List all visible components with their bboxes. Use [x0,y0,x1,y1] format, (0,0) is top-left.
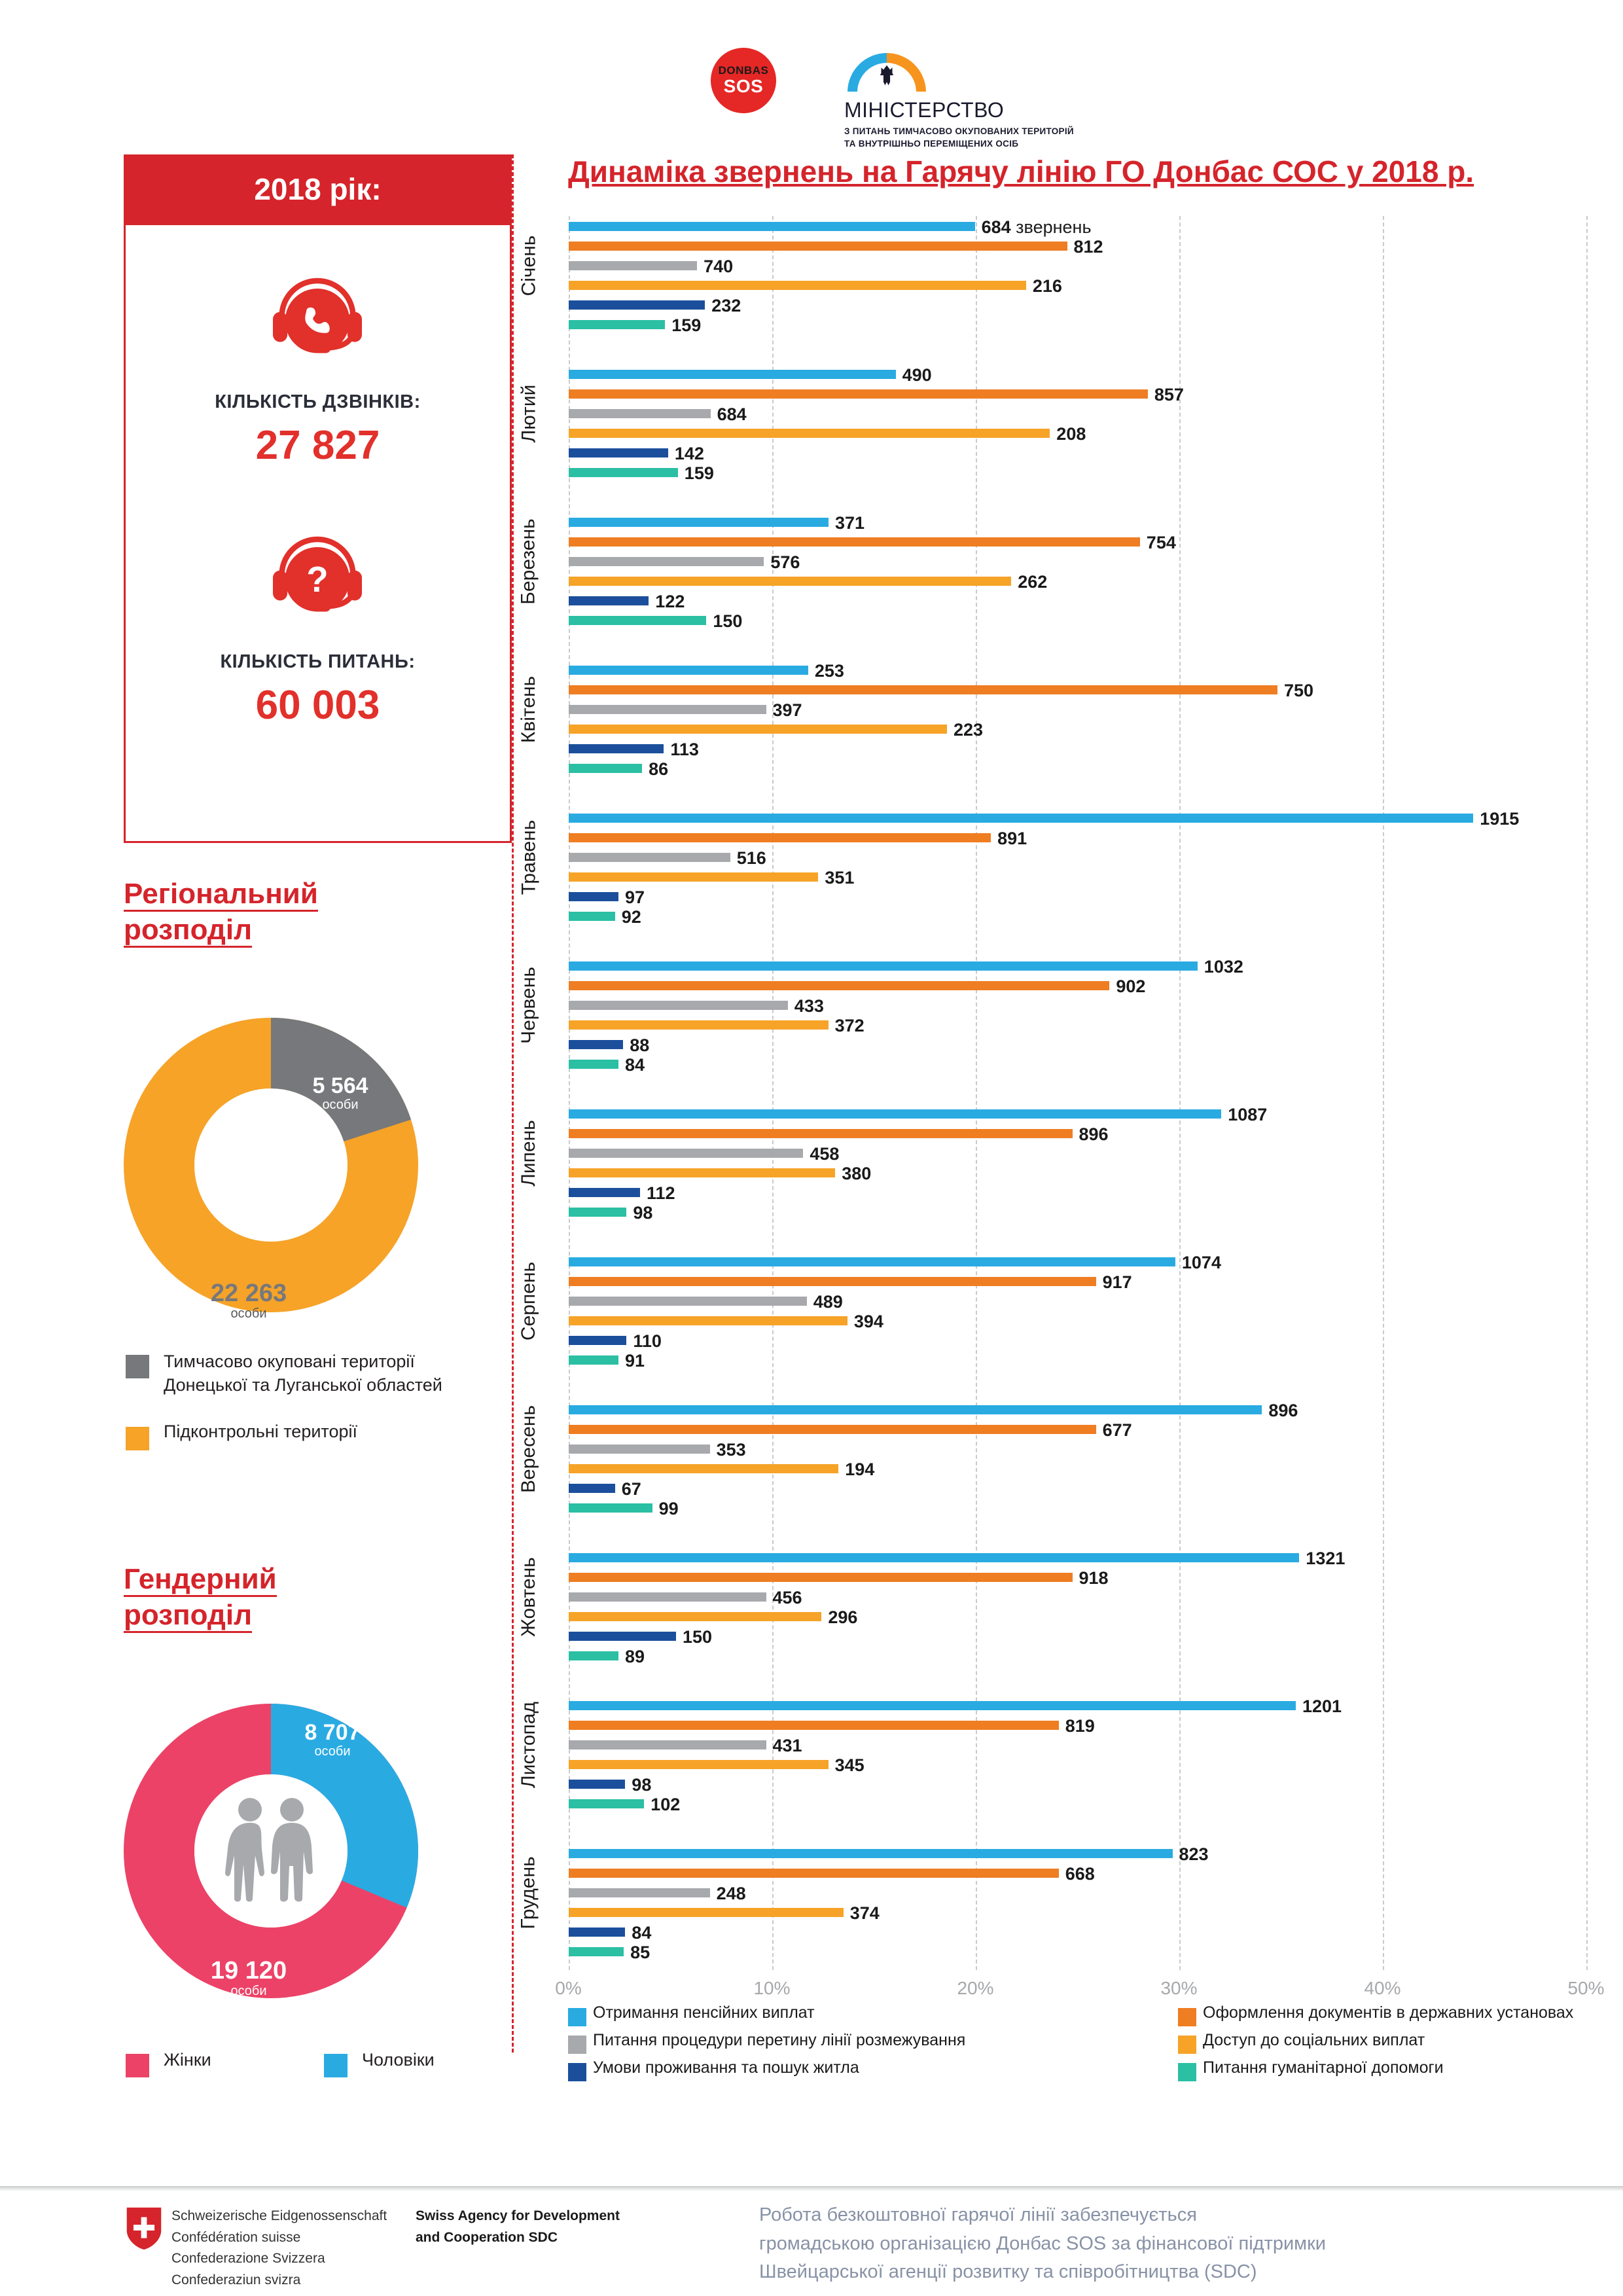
svg-text:?: ? [306,560,328,600]
